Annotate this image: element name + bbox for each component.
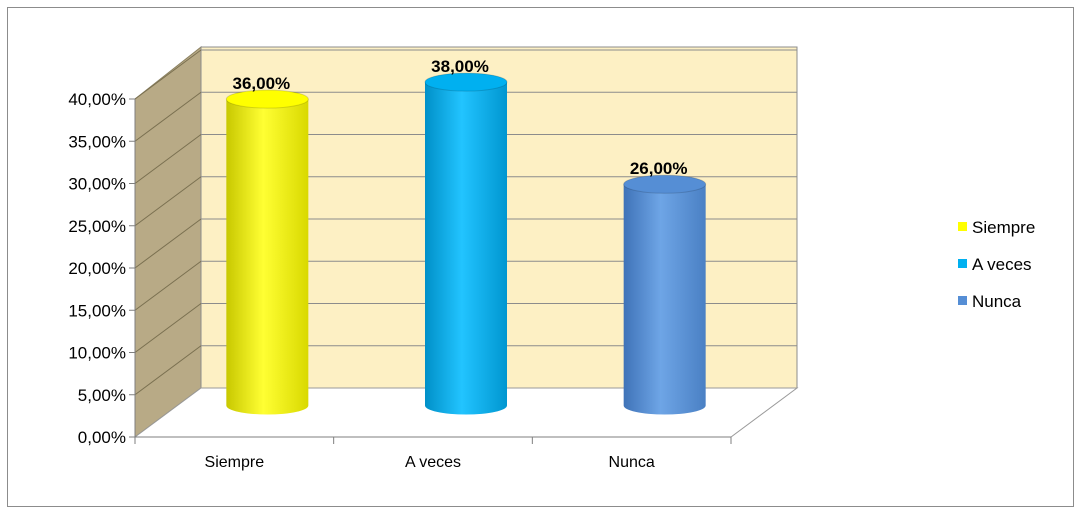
y-tick-label: 25,00%	[68, 217, 126, 236]
gridline-side	[134, 303, 202, 353]
gridline-side	[134, 134, 202, 184]
bar-body	[623, 184, 706, 415]
bar-body	[226, 99, 309, 415]
gridline-side	[134, 176, 202, 227]
legend-swatch	[958, 296, 967, 305]
gridline-side	[134, 91, 202, 142]
legend-swatch	[958, 259, 967, 268]
y-tick-label: 30,00%	[68, 175, 126, 194]
bar-a-veces	[424, 72, 508, 415]
y-tick-label: 20,00%	[68, 259, 126, 278]
gridline-side	[134, 260, 202, 311]
bar-siempre	[225, 89, 309, 415]
x-tick-label: A veces	[405, 454, 461, 471]
y-tick-label: 35,00%	[68, 132, 126, 151]
bar-body	[425, 82, 507, 415]
y-tick-label: 40,00%	[68, 90, 126, 109]
x-tick-label: Nunca	[609, 454, 655, 471]
gridline-side	[134, 345, 202, 396]
x-axis: Siempre A veces Nunca	[134, 437, 732, 471]
y-axis: 0,00% 5,00% 10,00% 15,00% 20,00% 25,00% 30,00%…	[68, 90, 136, 447]
side-wall	[134, 45, 202, 438]
gridline-side	[134, 218, 202, 269]
bar-nunca	[623, 174, 707, 415]
legend-label: Siempre	[972, 218, 1035, 237]
data-label: 36,00%	[232, 74, 290, 93]
data-labels: 36,00% 38,00% 26,00%	[232, 57, 687, 178]
legend-swatch	[958, 222, 967, 231]
bars	[225, 72, 707, 415]
gridline-side	[134, 49, 202, 100]
data-label: 38,00%	[431, 57, 489, 76]
legend-label: A veces	[972, 255, 1032, 274]
y-tick-label: 10,00%	[68, 344, 126, 363]
bar-top	[424, 72, 508, 92]
bar-top	[623, 174, 707, 194]
legend-label: Nunca	[972, 292, 1022, 311]
data-label: 26,00%	[630, 159, 688, 178]
y-tick-label: 15,00%	[68, 301, 126, 320]
y-tick-label: 0,00%	[78, 428, 126, 447]
bar-top	[225, 89, 309, 109]
y-tick-label: 5,00%	[78, 386, 126, 405]
x-tick-label: Siempre	[205, 454, 265, 471]
legend: Siempre A veces Nunca	[958, 218, 1035, 311]
